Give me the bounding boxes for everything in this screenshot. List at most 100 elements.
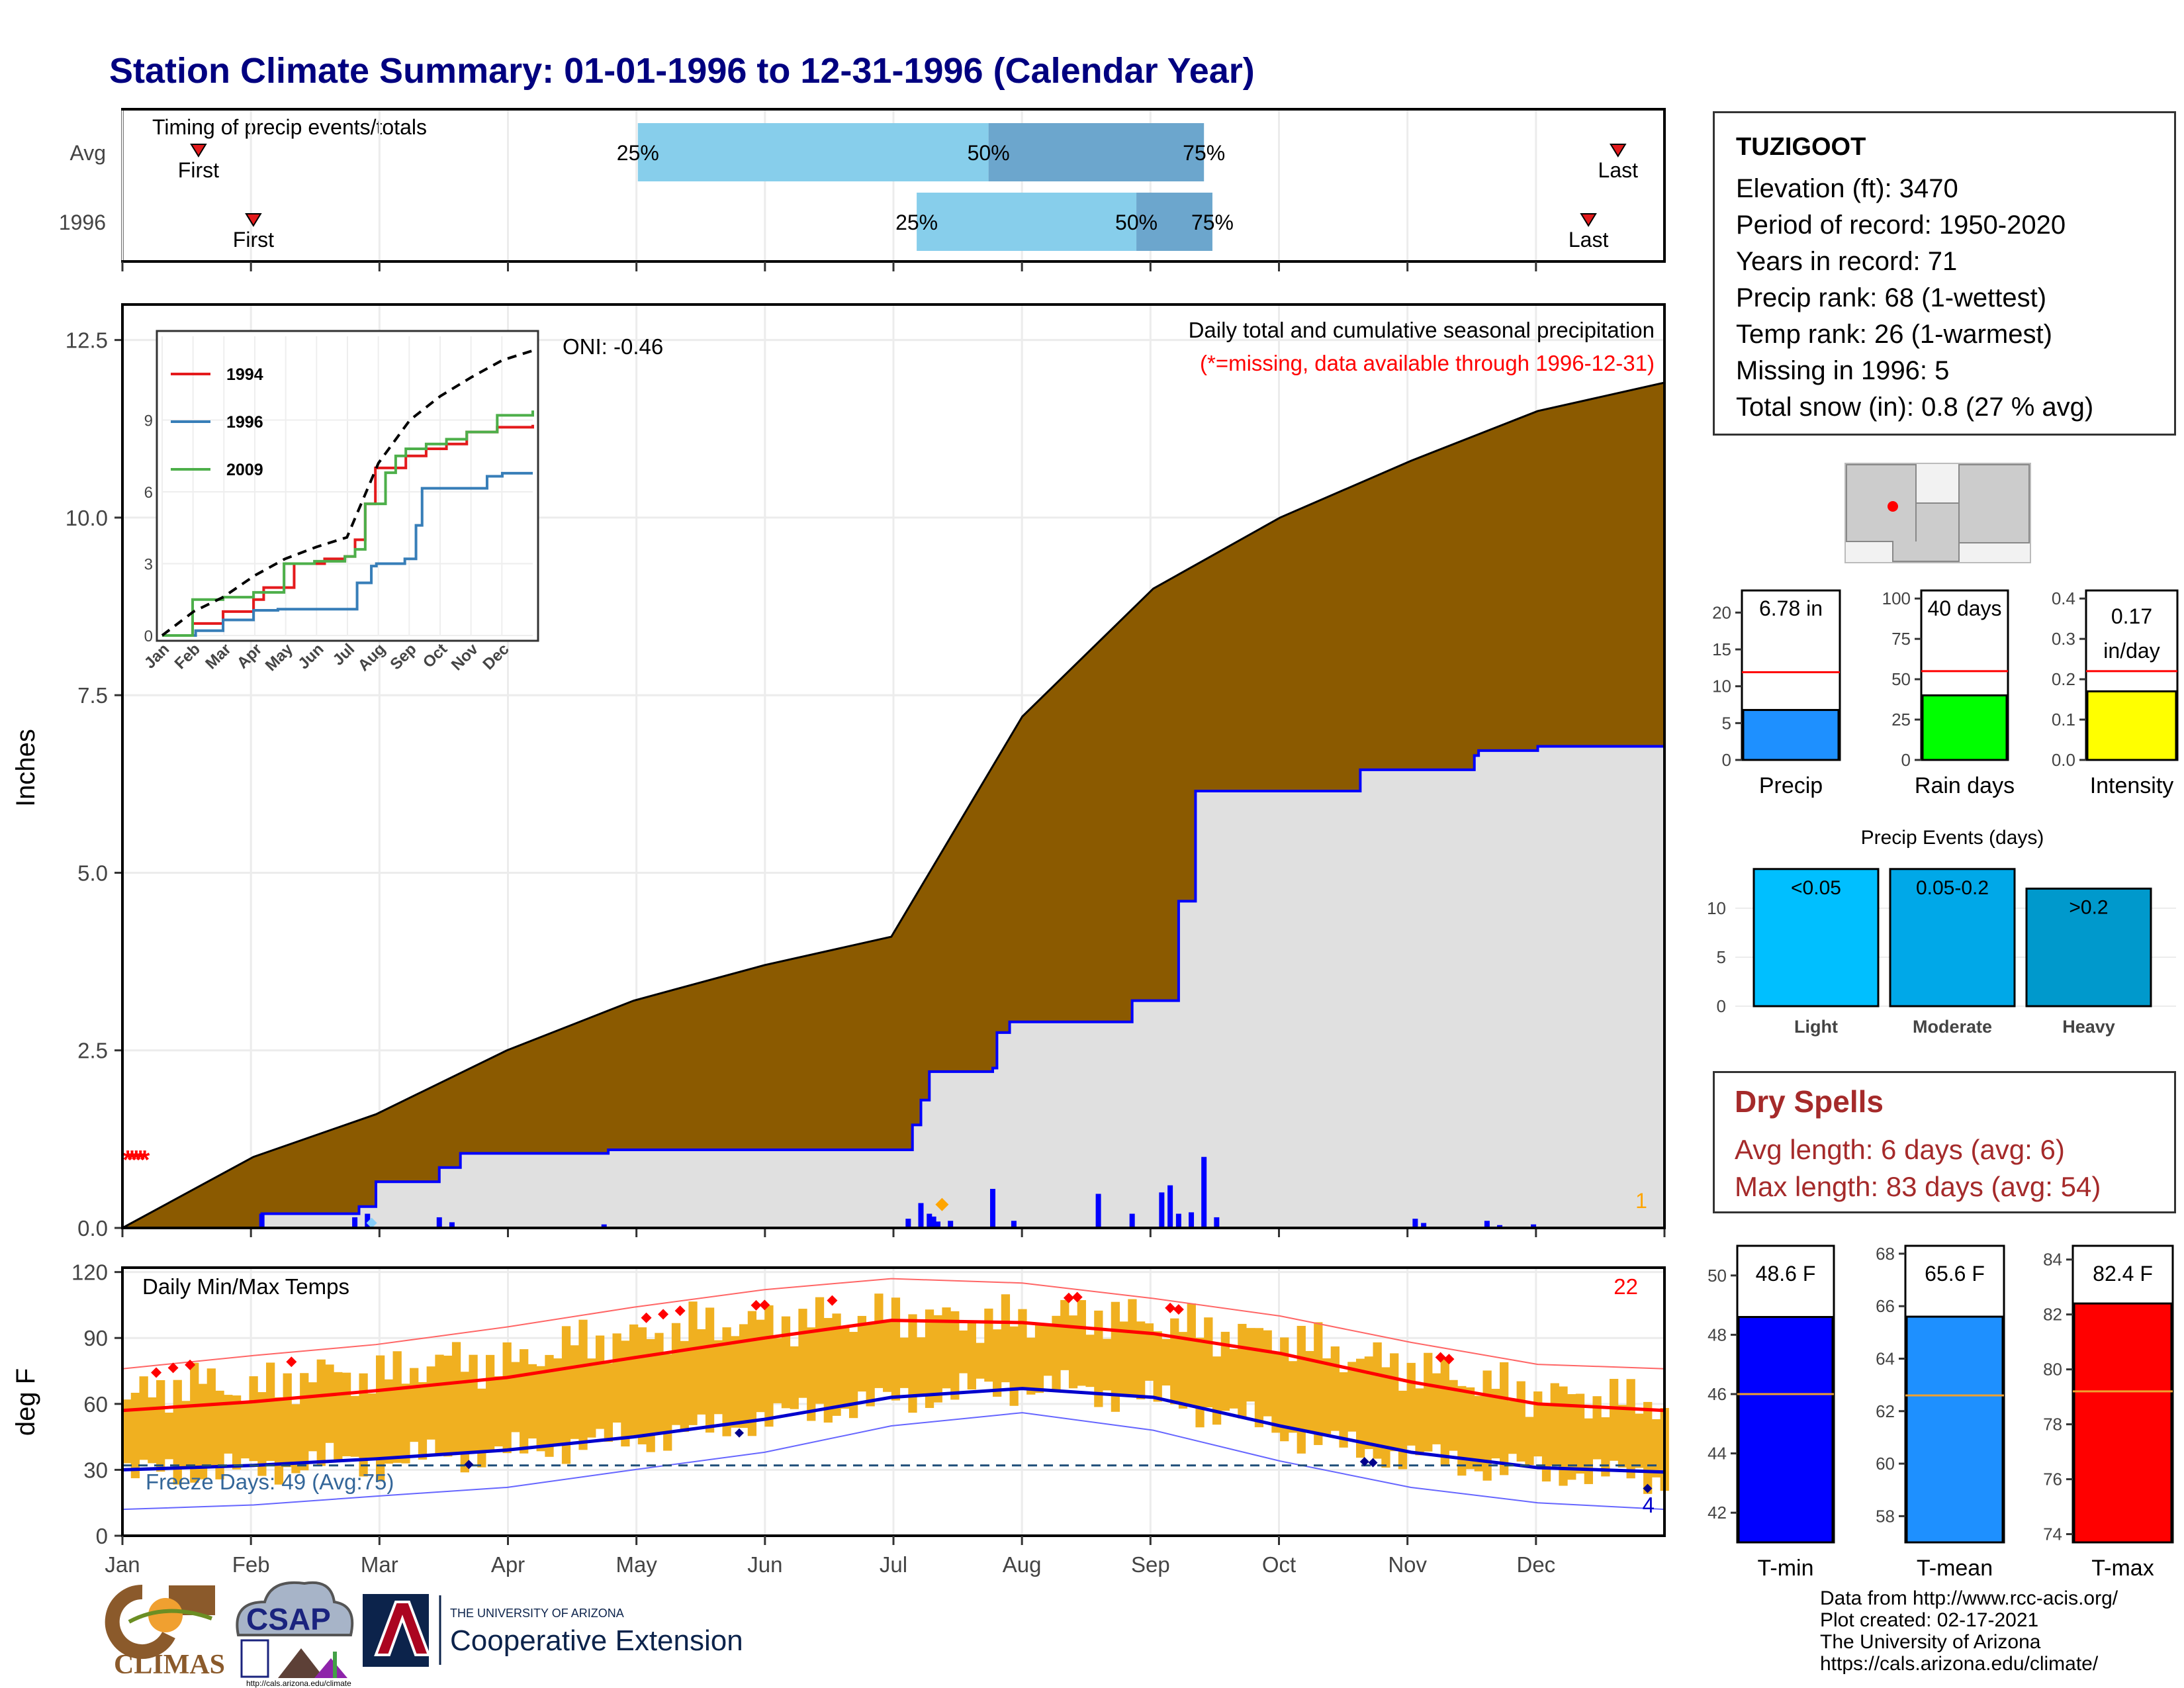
daily-precip-bar — [990, 1188, 996, 1228]
daily-temp-range-bar — [1119, 1321, 1128, 1395]
daily-temp-range-bar — [561, 1326, 571, 1464]
daily-temp-range-bar — [1559, 1386, 1568, 1486]
month-label: Nov — [1388, 1552, 1427, 1577]
cumulative-1996-line — [122, 745, 1664, 1229]
daily-temp-range-bar — [790, 1346, 799, 1409]
daily-temp-range-bar — [1339, 1372, 1348, 1448]
small-chart-ytick-label: 0.2 — [2052, 669, 2075, 689]
daily-precip-bar — [436, 1217, 442, 1228]
small-chart-ytick-label: 0.0 — [2052, 750, 2075, 770]
small-chart-ytick-label: 0.4 — [2052, 588, 2075, 608]
missing-day-marker: * — [135, 1146, 146, 1175]
daily-temp-range-bar — [536, 1366, 545, 1452]
station-precip-rank: Precip rank: 68 (1-wettest) — [1736, 283, 2047, 312]
daily-precip-bar — [449, 1222, 455, 1228]
daily-temp-range-bar — [688, 1301, 698, 1425]
record-high-marker — [1071, 1291, 1083, 1303]
daily-temp-range-bar — [1102, 1338, 1112, 1391]
daily-temp-range-bar — [139, 1376, 148, 1460]
oni-label: ONI: -0.46 — [563, 334, 663, 359]
daily-temp-range-bar — [1635, 1413, 1644, 1468]
record-high-marker — [1435, 1352, 1446, 1363]
daily-temp-range-bar — [283, 1373, 292, 1468]
avg-tmin-line — [122, 1387, 1665, 1474]
daily-temp-range-bar — [1610, 1379, 1619, 1461]
daily-precip-bar — [1497, 1225, 1503, 1228]
record-high-marker — [1443, 1354, 1455, 1365]
daily-temp-range-bar — [1144, 1323, 1154, 1381]
small-chart-ytick-label: 50 — [1891, 669, 1911, 689]
daily-temp-range-bar — [1449, 1380, 1458, 1451]
daily-temp-range-bar — [316, 1359, 326, 1466]
small-chart-value-label: in/day — [2103, 639, 2160, 663]
daily-temp-range-bar — [823, 1318, 833, 1423]
daily-precip-bar — [918, 1203, 924, 1228]
small-chart-ytick-label: 84 — [2043, 1250, 2062, 1270]
record-high-marker — [1165, 1302, 1176, 1313]
daily-temp-range-bar — [376, 1355, 385, 1481]
daily-temp-range-bar — [857, 1315, 867, 1392]
daily-temp-range-bar — [1288, 1361, 1298, 1433]
daily-temp-range-bar — [384, 1379, 394, 1464]
record-low-marker — [735, 1428, 744, 1438]
daily-temp-range-bar — [1094, 1310, 1103, 1407]
small-chart-ytick-label: 76 — [2043, 1470, 2062, 1489]
small-chart-ytick-label: 44 — [1707, 1444, 1727, 1464]
csap-logo-url: http://cals.arizona.edu/climate — [246, 1679, 351, 1688]
temp-summary-charts: 42 44 46 48 50 48.6 F T-min 58 60 62 64 66 68 65.6 F T… — [1707, 1244, 2174, 1581]
precip-events-chart: Precip Events (days) 0 5 10 <0.05 Light 0.05-… — [1707, 827, 2176, 1037]
precip-panel: 0.0 2.5 5.0 7.5 10.0 12.5 ***** Inches Daily … — [11, 303, 1666, 1241]
timing-marker-triangle — [245, 213, 262, 227]
daily-temp-range-bar — [215, 1390, 224, 1479]
small-chart-axis-label: Rain days — [1915, 773, 2015, 798]
daily-temp-range-bar — [164, 1413, 174, 1460]
daily-temp-range-bar — [1204, 1317, 1213, 1408]
logo-strip: CLIMAS CSAP http://cals.arizona.edu/clim… — [105, 1581, 743, 1688]
timing-p25-label: 25% — [617, 141, 659, 165]
record-high-marker — [751, 1299, 762, 1311]
daily-temp-range-bar — [325, 1364, 334, 1443]
daily-precip-bar — [1129, 1213, 1135, 1228]
daily-temp-range-bar — [1356, 1358, 1365, 1458]
daily-temp-range-bar — [1238, 1323, 1247, 1419]
small-chart-ytick-label: 80 — [2043, 1360, 2062, 1380]
precip-ylabel: Inches — [11, 729, 40, 807]
station-years: Years in record: 71 — [1736, 247, 1958, 276]
daily-temp-range-bar — [443, 1355, 453, 1457]
temp-ytick-label: 120 — [71, 1260, 108, 1285]
small-chart-ytick-label: 64 — [1876, 1348, 1895, 1368]
daily-temp-range-bar — [367, 1393, 377, 1460]
daily-temp-range-bar — [1077, 1300, 1086, 1386]
small-chart-value-label: 6.78 in — [1759, 596, 1823, 620]
small-chart-ytick-label: 0.3 — [2052, 629, 2075, 649]
daily-precip-bar — [1011, 1221, 1017, 1228]
daily-temp-range-bar — [713, 1340, 723, 1415]
small-chart-ytick-label: 0.1 — [2052, 710, 2075, 729]
small-chart-ytick-label: 66 — [1876, 1296, 1895, 1316]
month-label: Dec — [1516, 1552, 1555, 1577]
daily-temp-range-bar — [1373, 1342, 1382, 1459]
daily-temp-range-bar — [1153, 1331, 1162, 1402]
daily-temp-range-bar — [578, 1319, 588, 1450]
cumulative-1996-area — [122, 746, 1664, 1228]
small-chart-ytick-label: 42 — [1707, 1503, 1727, 1523]
dry-spells-title: Dry Spells — [1735, 1084, 1884, 1119]
daily-temp-range-bar — [190, 1362, 199, 1483]
daily-temp-range-bar — [773, 1338, 782, 1403]
events-bar — [2025, 887, 2152, 1008]
timing-marker-label: First — [233, 228, 274, 252]
daily-temp-range-bar — [1381, 1367, 1390, 1468]
daily-temp-range-bar — [1567, 1394, 1576, 1480]
small-chart-ytick-label: 5 — [1722, 713, 1731, 733]
daily-temp-range-bar — [1043, 1325, 1052, 1376]
timing-marker-triangle — [190, 144, 207, 158]
small-chart-ytick-label: 0 — [1901, 750, 1911, 770]
dry-spells-box: Dry Spells Avg length: 6 days (avg: 6) M… — [1713, 1071, 2176, 1213]
timing-panel: Timing of precip events/totals Avg 1996 25… — [59, 108, 1666, 271]
daily-temp-range-bar — [1533, 1391, 1543, 1457]
small-chart-ytick-label: 46 — [1707, 1384, 1727, 1404]
daily-temp-range-bar — [435, 1354, 444, 1455]
missing-day-marker: * — [131, 1146, 142, 1175]
daily-temp-range-bar — [629, 1324, 639, 1436]
